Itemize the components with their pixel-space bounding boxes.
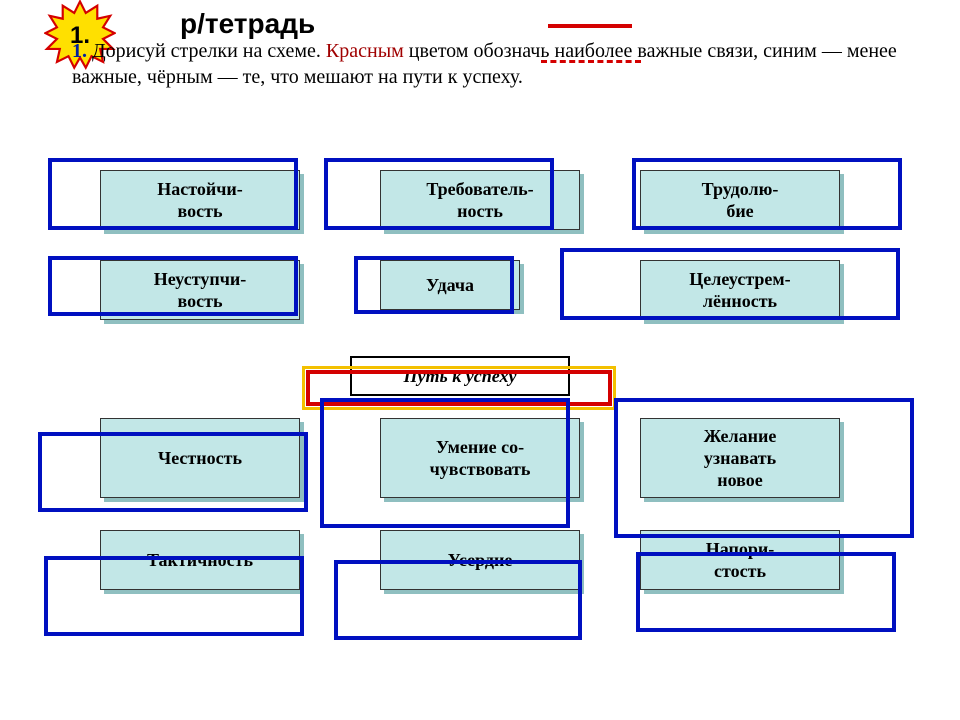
workbook-label: р/тетрадь xyxy=(180,8,315,40)
instruction-index: 1. xyxy=(72,40,87,62)
annotation-blue xyxy=(44,556,304,636)
annotation-blue xyxy=(324,158,554,230)
annotation-blue xyxy=(320,398,570,528)
red-underline xyxy=(548,24,632,28)
annotation-blue xyxy=(38,432,308,512)
instruction-part1: Дорисуй стрелки на схеме. xyxy=(92,40,326,62)
annotation-blue xyxy=(354,256,514,314)
annotation-blue xyxy=(560,248,900,320)
annotation-blue xyxy=(48,256,298,316)
annotation-blue xyxy=(48,158,298,230)
annotation-blue xyxy=(632,158,902,230)
annotation-blue xyxy=(334,560,582,640)
instruction-red-word: Красным xyxy=(326,40,404,62)
annotation-blue xyxy=(614,398,914,538)
worksheet-page: 1. р/тетрадь 1. Дорисуй стрелки на схеме… xyxy=(0,0,960,720)
annotation-blue xyxy=(636,552,896,632)
instruction-text: 1. Дорисуй стрелки на схеме. Красным цве… xyxy=(72,38,920,90)
